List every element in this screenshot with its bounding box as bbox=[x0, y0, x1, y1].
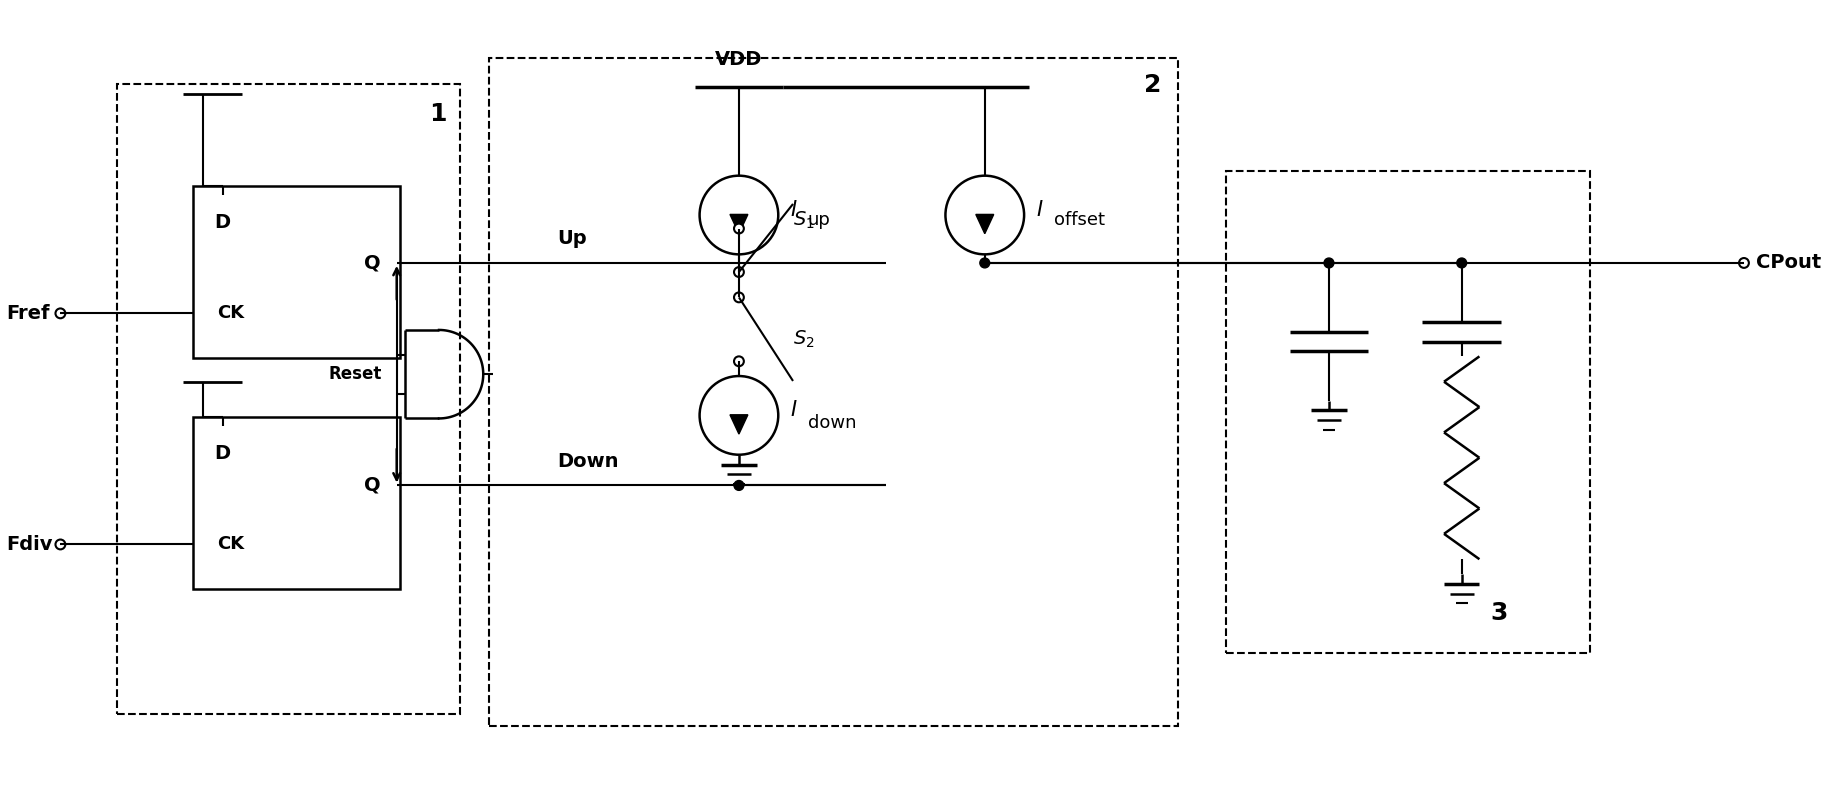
Text: $I$: $I$ bbox=[1036, 200, 1043, 220]
Text: D: D bbox=[214, 445, 230, 464]
Circle shape bbox=[1456, 258, 1467, 268]
Text: $S_1$: $S_1$ bbox=[793, 210, 815, 231]
Circle shape bbox=[55, 309, 66, 318]
Text: $I$: $I$ bbox=[789, 401, 798, 420]
Bar bbox=[490, 57, 1178, 726]
Text: D: D bbox=[214, 213, 230, 232]
Polygon shape bbox=[731, 214, 747, 234]
Circle shape bbox=[55, 540, 66, 549]
Text: Fref: Fref bbox=[5, 304, 49, 323]
Circle shape bbox=[734, 357, 744, 366]
Bar bbox=[194, 186, 400, 357]
Text: down: down bbox=[808, 414, 857, 432]
Circle shape bbox=[734, 481, 744, 490]
Text: Down: Down bbox=[557, 452, 619, 471]
Text: $I$: $I$ bbox=[789, 200, 798, 220]
Circle shape bbox=[979, 258, 990, 268]
Polygon shape bbox=[731, 415, 747, 434]
Text: CPout: CPout bbox=[1756, 253, 1822, 272]
Text: Q: Q bbox=[364, 253, 380, 272]
Circle shape bbox=[734, 267, 744, 277]
Text: $S_2$: $S_2$ bbox=[793, 328, 815, 349]
Text: offset: offset bbox=[1054, 211, 1105, 229]
Text: 3: 3 bbox=[1489, 601, 1507, 625]
Text: VDD: VDD bbox=[714, 50, 762, 69]
Text: 1: 1 bbox=[429, 102, 448, 126]
Text: CK: CK bbox=[217, 535, 245, 553]
Bar bbox=[117, 84, 460, 714]
Text: up: up bbox=[808, 211, 831, 229]
Circle shape bbox=[1739, 258, 1748, 268]
Circle shape bbox=[734, 293, 744, 302]
Bar bbox=[1226, 171, 1589, 652]
Text: CK: CK bbox=[217, 305, 245, 323]
Circle shape bbox=[734, 224, 744, 234]
Polygon shape bbox=[976, 214, 994, 234]
Bar bbox=[194, 416, 400, 589]
Text: 2: 2 bbox=[1144, 73, 1162, 98]
Text: Up: Up bbox=[557, 229, 586, 248]
Text: Q: Q bbox=[364, 476, 380, 495]
Text: Reset: Reset bbox=[329, 365, 382, 383]
Text: Fdiv: Fdiv bbox=[5, 535, 53, 554]
Circle shape bbox=[1325, 258, 1334, 268]
